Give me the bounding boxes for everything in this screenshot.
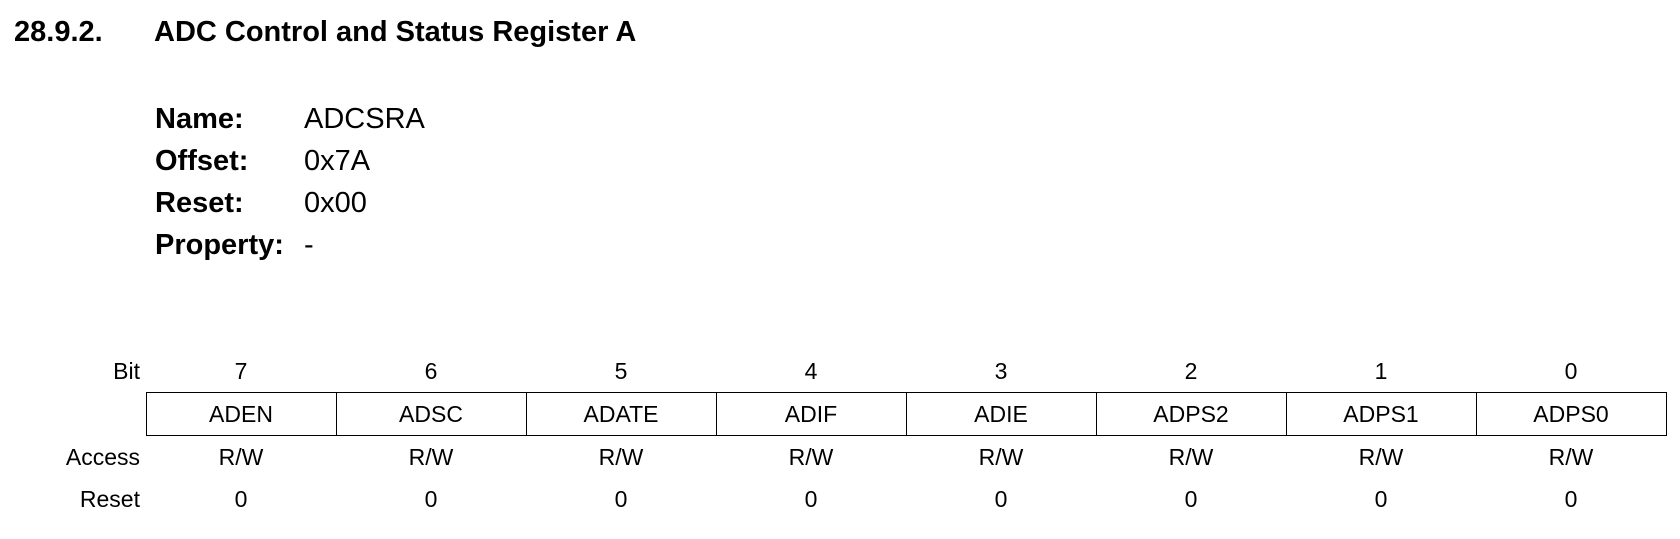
bit-field-name: ADIE (905, 392, 1097, 436)
offset-label: Offset: (155, 145, 249, 177)
bit-field-name: ADPS2 (1095, 392, 1287, 436)
property-value: - (304, 229, 314, 261)
reset-bit-value: 0 (1184, 486, 1198, 512)
access-value: R/W (1358, 444, 1404, 470)
bit-field-name: ADPS0 (1475, 392, 1667, 436)
bit-number: 4 (804, 358, 818, 384)
name-label: Name: (155, 103, 244, 135)
reset-bit-value: 0 (424, 486, 438, 512)
bit-field-name: ADATE (525, 392, 717, 436)
bit-number: 0 (1564, 358, 1578, 384)
access-value: R/W (598, 444, 644, 470)
bit-number: 3 (994, 358, 1008, 384)
reset-value: 0x00 (304, 187, 367, 219)
bit-number: 5 (614, 358, 628, 384)
access-value: R/W (1548, 444, 1594, 470)
access-value: R/W (218, 444, 264, 470)
section-title: ADC Control and Status Register A (154, 16, 637, 48)
bit-field-name: ADPS1 (1285, 392, 1477, 436)
reset-bit-value: 0 (994, 486, 1008, 512)
bit-number: 2 (1184, 358, 1198, 384)
reset-row-label: Reset (79, 486, 140, 512)
access-row-label: Access (65, 443, 140, 470)
reset-bit-value: 0 (1374, 486, 1388, 512)
bit-name-row: ADEN ADSC ADATE ADIF ADIE ADPS2 ADPS1 AD… (0, 392, 1667, 436)
reset-bit-value: 0 (804, 486, 818, 512)
access-value: R/W (978, 444, 1024, 470)
property-label: Property: (155, 229, 284, 261)
section-number: 28.9.2. (14, 16, 103, 48)
bit-number: 7 (234, 358, 248, 384)
bit-field-name: ADIF (715, 392, 907, 436)
offset-value: 0x7A (304, 145, 371, 177)
reset-label: Reset: (155, 187, 244, 219)
bit-number-row: Bit 7 6 5 4 3 2 1 0 (0, 350, 1666, 393)
name-value: ADCSRA (304, 103, 425, 135)
bit-number: 6 (424, 358, 438, 384)
bit-row-label: Bit (113, 358, 140, 385)
reset-bit-value: 0 (614, 486, 628, 512)
access-row: Access R/W R/W R/W R/W R/W R/W R/W R/W (0, 436, 1666, 479)
reset-bit-value: 0 (1564, 486, 1578, 512)
access-value: R/W (788, 444, 834, 470)
reset-row: Reset 0 0 0 0 0 0 0 0 (0, 478, 1666, 520)
access-value: R/W (1168, 444, 1214, 470)
register-bit-table: Bit 7 6 5 4 3 2 1 0 ADEN ADSC ADATE ADIF… (0, 350, 1667, 520)
bit-field-name: ADSC (335, 392, 527, 436)
bit-field-name: ADEN (145, 392, 337, 436)
reset-bit-value: 0 (234, 486, 248, 512)
bit-number: 1 (1374, 358, 1388, 384)
access-value: R/W (408, 444, 454, 470)
bit-name-row-label (0, 393, 146, 436)
